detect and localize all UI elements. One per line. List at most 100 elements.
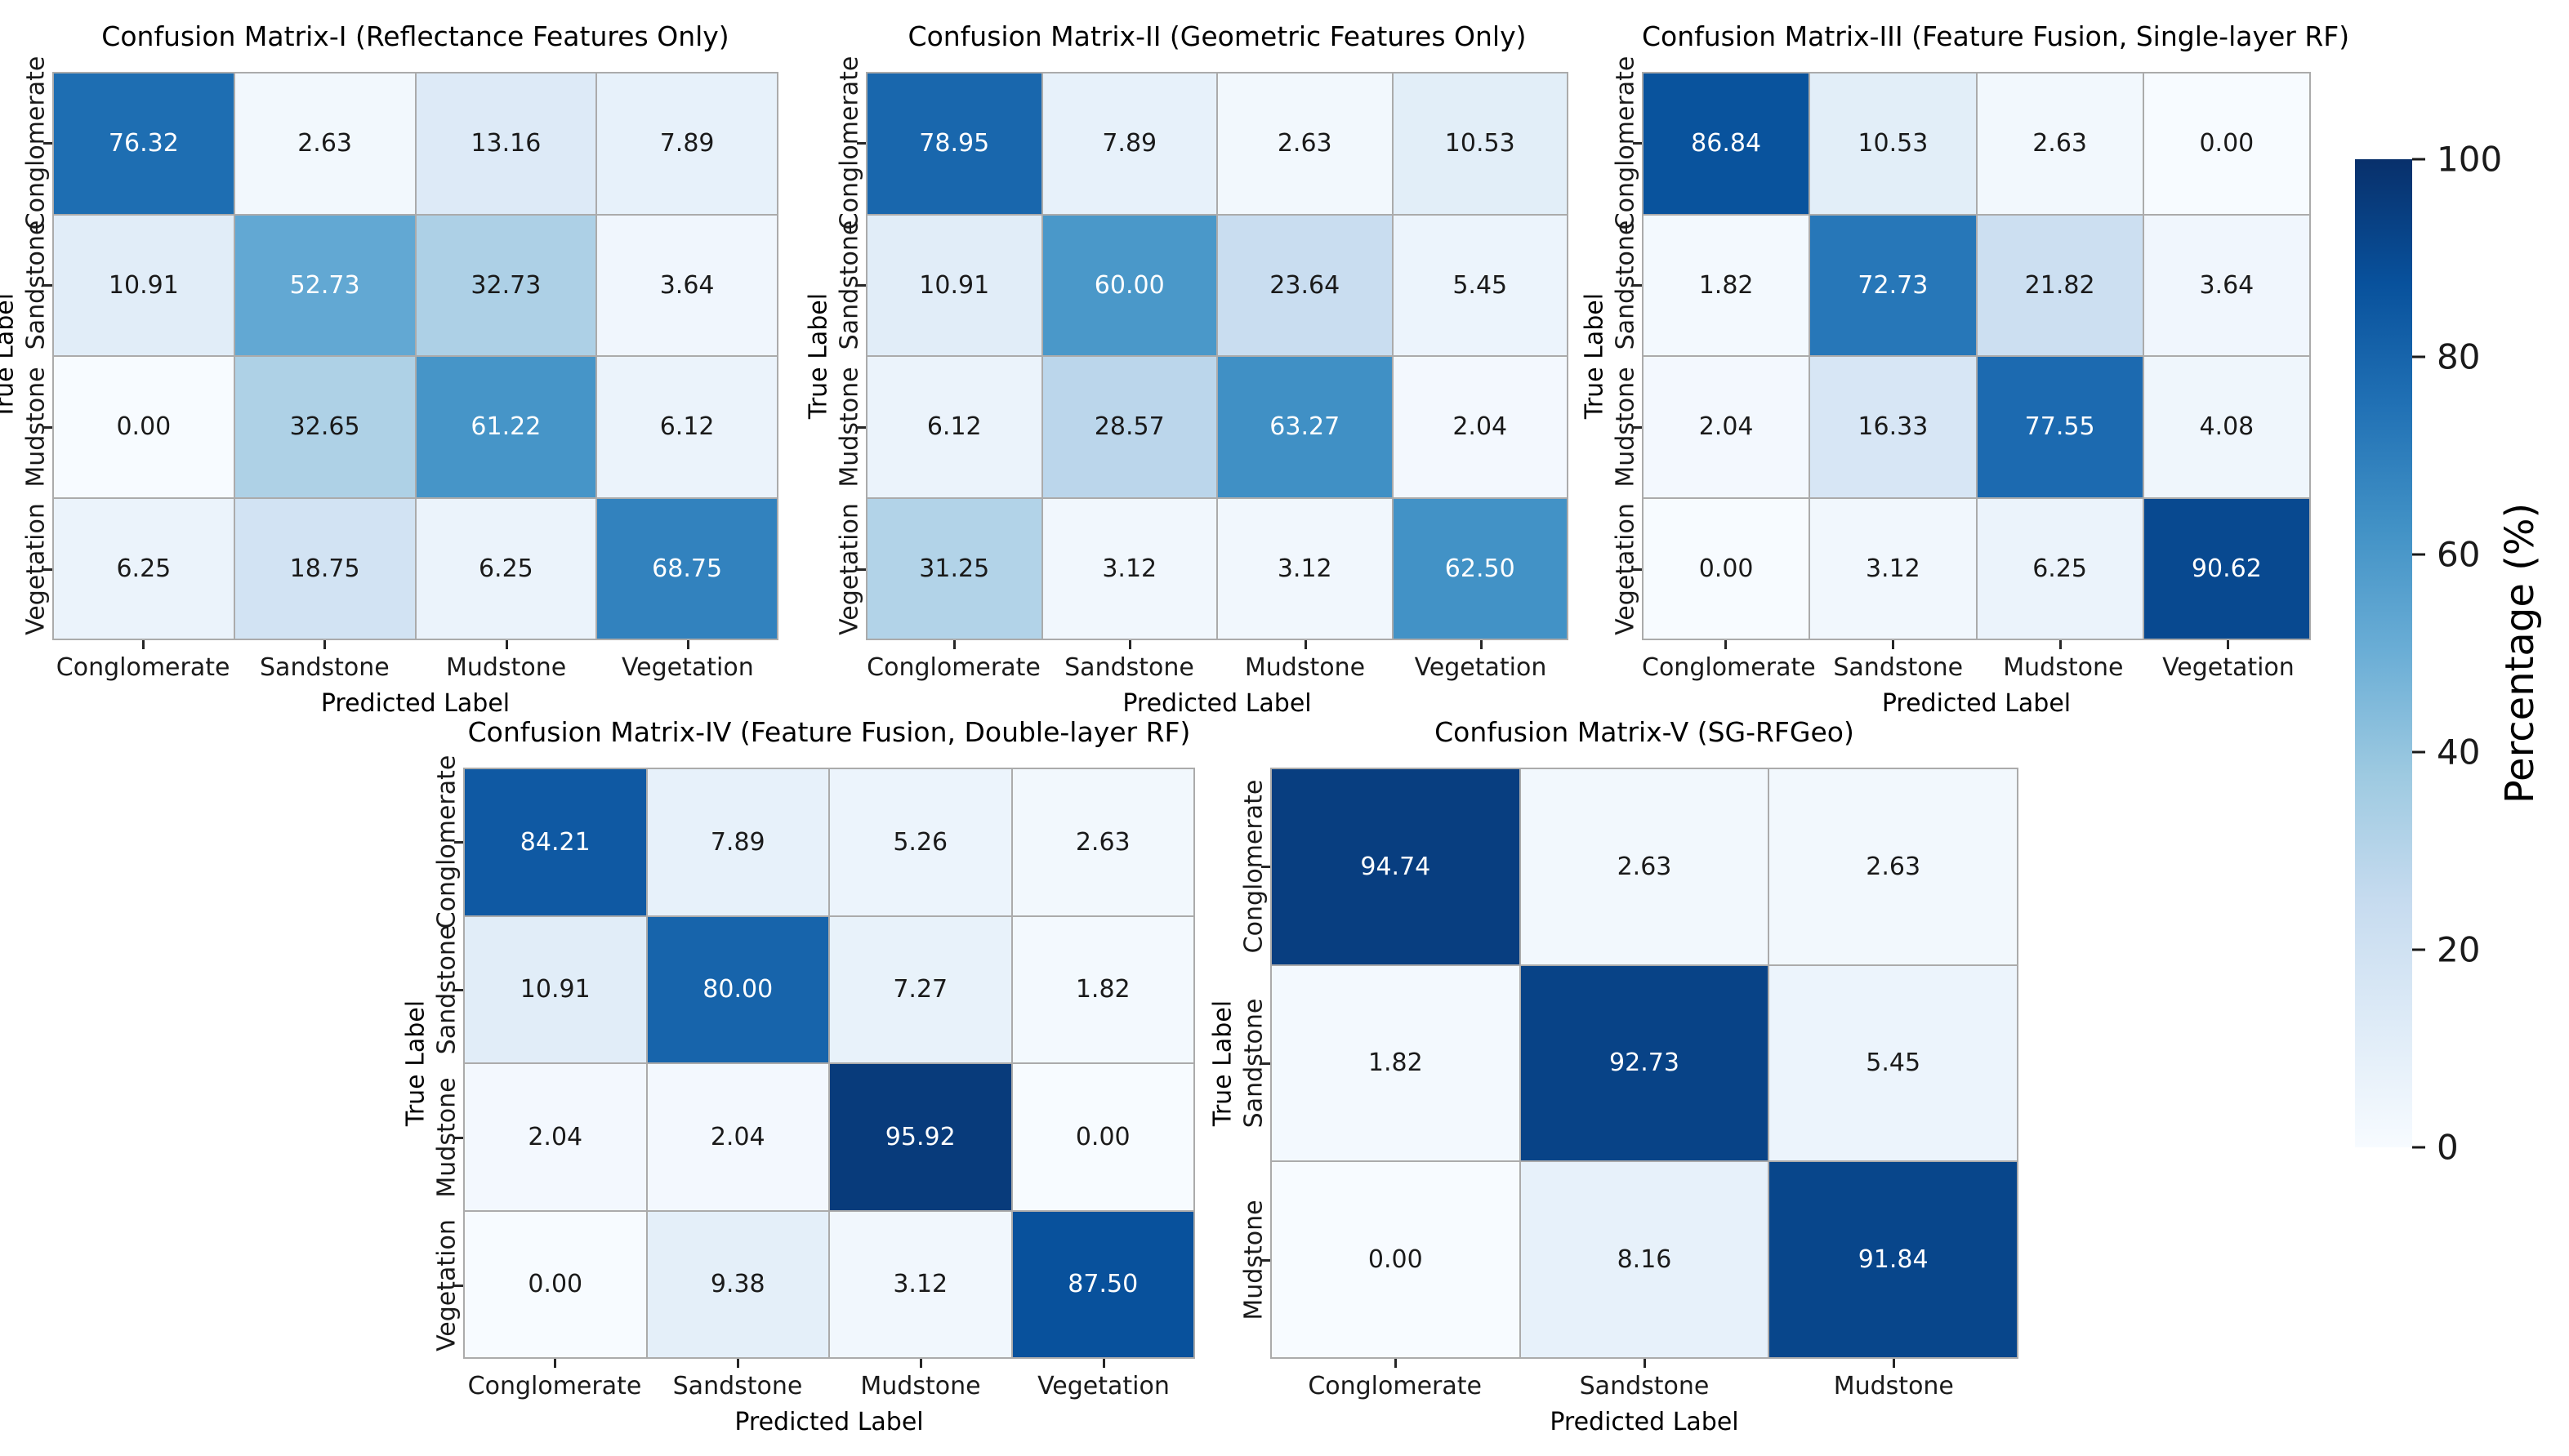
x-tick-mark: [505, 640, 508, 649]
y-tick-mark: [1633, 568, 1642, 571]
cell-mudstone-mudstone: 91.84: [1769, 1162, 2017, 1357]
colorbar-tick-mark: [2412, 948, 2425, 951]
colorbar-tick-label: 40: [2437, 732, 2481, 773]
cell-vegetation-sandstone: 18.75: [234, 498, 415, 639]
cell-sandstone-vegetation: 1.82: [1012, 916, 1193, 1062]
cell-sandstone-vegetation: 3.64: [2143, 215, 2309, 355]
y-tick-mark: [1633, 284, 1642, 287]
cell-mudstone-sandstone: 28.57: [1042, 357, 1216, 497]
x-tick-labels: Conglomerate Sandstone Mudstone Vegetation: [866, 653, 1568, 682]
x-tick-label: Conglomerate: [467, 1372, 642, 1400]
x-tick-label: Sandstone: [260, 653, 390, 682]
cell-sandstone-mudstone: 32.73: [416, 215, 596, 355]
colorbar-tick: 20: [2412, 930, 2480, 970]
x-tick-label: Vegetation: [1414, 653, 1547, 682]
colorbar: 100 80 60 40 20 0 Percentage (%): [2355, 140, 2569, 1221]
cell-sandstone-sandstone: 72.73: [1810, 215, 1976, 355]
cell-conglomerate-vegetation: 7.89: [597, 73, 777, 214]
cell-sandstone-conglomerate: 1.82: [1644, 215, 1809, 355]
x-tick-label: Sandstone: [1833, 653, 1964, 682]
x-tick-label: Mudstone: [1244, 653, 1366, 682]
y-tick-mark: [857, 426, 866, 429]
confusion-matrix-iv: Confusion Matrix-IV (Feature Fusion, Dou…: [365, 717, 1203, 1436]
x-tick-label: Conglomerate: [1308, 1372, 1482, 1400]
x-tick-label: Conglomerate: [56, 653, 230, 682]
x-tick-label: Sandstone: [1064, 653, 1194, 682]
cell-sandstone-mudstone: 23.64: [1218, 215, 1392, 355]
cell-mudstone-conglomerate: 0.00: [1272, 1162, 1519, 1357]
cell-conglomerate-mudstone: 2.63: [1218, 73, 1392, 214]
colorbar-tick: 40: [2412, 732, 2480, 773]
x-tick-mark: [1304, 640, 1307, 649]
cell-mudstone-vegetation: 0.00: [1012, 1064, 1193, 1210]
y-tick-mark: [1261, 865, 1270, 868]
x-tick-label: Vegetation: [621, 653, 754, 682]
cell-mudstone-mudstone: 95.92: [830, 1064, 1011, 1210]
cell-mudstone-vegetation: 2.04: [1393, 357, 1567, 497]
x-tick-mark: [952, 640, 956, 649]
cell-conglomerate-sandstone: 2.63: [234, 73, 415, 214]
cell-vegetation-vegetation: 90.62: [2143, 498, 2309, 639]
cell-conglomerate-mudstone: 2.63: [1769, 769, 2017, 964]
x-tick-label: Vegetation: [2162, 653, 2295, 682]
cell-vegetation-vegetation: 62.50: [1393, 498, 1567, 639]
cell-mudstone-vegetation: 6.12: [597, 357, 777, 497]
confusion-matrix-ii: Confusion Matrix-II (Geometric Features …: [768, 20, 1577, 718]
x-tick-mark: [1479, 640, 1483, 649]
x-tick-mark: [1394, 1359, 1397, 1368]
cell-mudstone-conglomerate: 2.04: [1644, 357, 1809, 497]
cell-conglomerate-vegetation: 2.63: [1012, 769, 1193, 915]
cell-vegetation-sandstone: 9.38: [647, 1211, 828, 1357]
cell-mudstone-sandstone: 32.65: [234, 357, 415, 497]
cell-sandstone-conglomerate: 10.91: [867, 215, 1041, 355]
x-tick-mark: [142, 640, 145, 649]
y-axis-label: True Label: [1208, 1000, 1238, 1127]
cell-vegetation-mudstone: 3.12: [1218, 498, 1392, 639]
x-tick-label: Conglomerate: [867, 653, 1041, 682]
cell-sandstone-sandstone: 92.73: [1520, 965, 1768, 1161]
x-tick-mark: [1644, 1359, 1646, 1368]
x-tick-label: Vegetation: [1037, 1372, 1170, 1400]
x-tick-mark: [1103, 1359, 1105, 1368]
y-tick-mark: [1633, 142, 1642, 145]
cell-mudstone-vegetation: 4.08: [2143, 357, 2309, 497]
x-tick-labels: Conglomerate Sandstone Mudstone Vegetation: [463, 1372, 1195, 1400]
x-tick-mark: [1893, 1359, 1896, 1368]
cell-vegetation-sandstone: 3.12: [1042, 498, 1216, 639]
colorbar-tick-mark: [2412, 1146, 2425, 1149]
x-tick-mark: [920, 1359, 922, 1368]
y-tick-mark: [1261, 1259, 1270, 1262]
x-tick-mark: [1128, 640, 1131, 649]
heatmap-grid: 94.74 2.63 2.63 1.82 92.73 5.45 0.00 8.16 91.84: [1261, 768, 2018, 1368]
cell-sandstone-mudstone: 5.45: [1769, 965, 2017, 1161]
cell-sandstone-mudstone: 7.27: [830, 916, 1011, 1062]
x-axis-label: Predicted Label: [1881, 689, 2072, 718]
y-tick-mark: [454, 1284, 463, 1287]
cell-mudstone-mudstone: 61.22: [416, 357, 596, 497]
colorbar-tick: 0: [2412, 1128, 2459, 1168]
cell-mudstone-conglomerate: 0.00: [54, 357, 234, 497]
x-tick-label: Mudstone: [446, 653, 567, 682]
heatmap-grid: 76.32 2.63 13.16 7.89 10.91 52.73 32.73 3.64 0.0…: [43, 72, 778, 649]
colorbar-tick-label: 0: [2437, 1127, 2459, 1168]
y-tick-mark: [857, 142, 866, 145]
cell-conglomerate-mudstone: 5.26: [830, 769, 1011, 915]
x-axis-label: Predicted Label: [320, 689, 511, 718]
colorbar-tick-label: 20: [2437, 929, 2481, 970]
cell-conglomerate-sandstone: 7.89: [1042, 73, 1216, 214]
chart-title: Confusion Matrix-III (Feature Fusion, Si…: [1642, 20, 2350, 52]
cell-conglomerate-conglomerate: 84.21: [465, 769, 646, 915]
x-tick-label: Sandstone: [672, 1372, 803, 1400]
colorbar-tick-mark: [2412, 355, 2425, 358]
cell-vegetation-vegetation: 87.50: [1012, 1211, 1193, 1357]
x-tick-mark: [323, 640, 327, 649]
cell-vegetation-mudstone: 6.25: [416, 498, 596, 639]
x-tick-label: Sandstone: [1579, 1372, 1710, 1400]
x-axis-label: Predicted Label: [734, 1408, 924, 1436]
cell-sandstone-vegetation: 3.64: [597, 215, 777, 355]
chart-title: Confusion Matrix-II (Geometric Features …: [908, 20, 1527, 52]
cell-vegetation-sandstone: 3.12: [1810, 498, 1976, 639]
cell-conglomerate-sandstone: 10.53: [1810, 73, 1976, 214]
colorbar-gradient: [2355, 159, 2412, 1147]
y-tick-mark: [43, 568, 52, 571]
